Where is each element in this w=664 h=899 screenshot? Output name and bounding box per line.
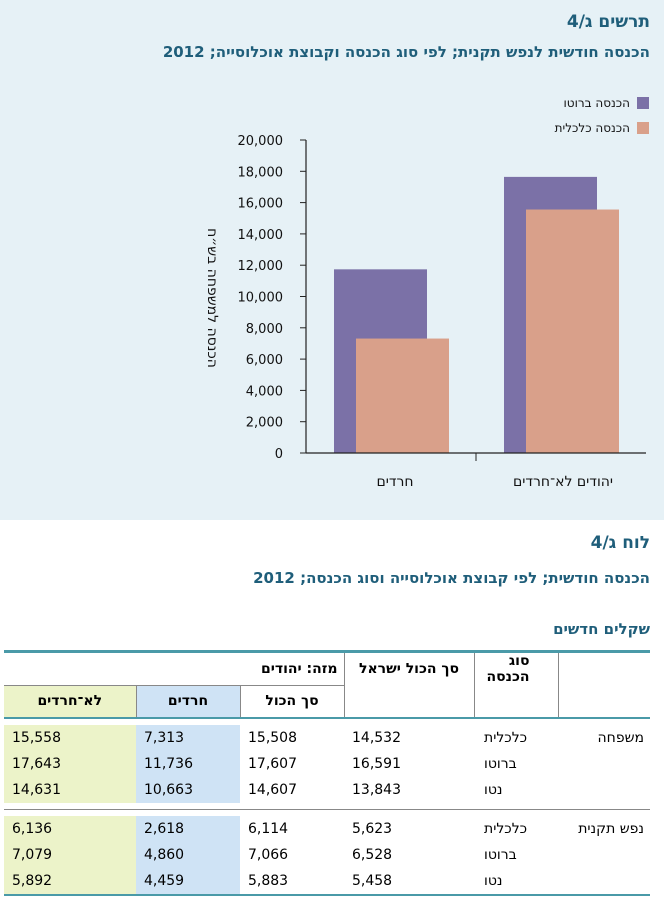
y-axis-label: הכנסה למשפחה בש״ח [204,228,220,368]
row-type: ברוטו [484,756,517,772]
y-tick-label: 12,000 [238,259,284,274]
group-name: משפחה [597,730,644,746]
table-row: נטו 5,458 5,883 4,459 5,892 [4,868,650,895]
table-section: לוח ג/4 הכנסה חודשית; לפי קבוצת אוכלוסיי… [0,520,664,899]
cell-non-haredim: 6,136 [4,816,136,842]
cell-israel: 14,532 [352,730,401,746]
header-non-haredim: לא־חרדים [4,684,136,718]
header-of-which-jews: מזה: יהודים [261,660,338,677]
table-number: לוח ג/4 [590,533,650,553]
cell-israel: 16,591 [352,756,401,772]
table-row: ברוטו 6,528 7,066 4,860 7,079 [4,842,650,868]
row-type: ברוטו [484,847,517,863]
legend-label-brutto: הכנסה ברוטו [564,96,630,110]
figure-number: תרשים ג/4 [566,12,650,32]
cell-total: 15,508 [248,730,297,746]
figure-subtitle: הכנסה חודשית לנפש תקנית; לפי סוג הכנסה ו… [162,43,650,61]
header-total: סך הכול [239,684,344,718]
cell-non-haredim: 17,643 [4,751,136,777]
cell-non-haredim: 14,631 [4,777,136,803]
cell-total: 6,114 [248,821,289,837]
cell-total: 17,607 [248,756,297,772]
row-type: כלכלית [484,730,528,746]
y-tick-label: 16,000 [238,197,284,212]
y-tick-label: 8,000 [246,322,283,337]
bar-chart: 20,000 18,000 16,000 14,000 12,000 10,000 8,00… [204,96,649,490]
category-label-haredim: חרדים [376,474,413,490]
cell-haredim: 7,313 [136,725,240,751]
cell-non-haredim: 7,079 [4,842,136,868]
chart-panel: תרשים ג/4 הכנסה חודשית לנפש תקנית; לפי ס… [0,0,664,520]
group-name: נפש תקנית [578,821,644,837]
legend-swatch-economic [637,122,649,134]
cell-non-haredim: 5,892 [4,868,136,895]
y-tick-label: 20,000 [238,134,284,149]
cell-israel: 5,458 [352,873,393,889]
y-axis: 20,000 18,000 16,000 14,000 12,000 10,000 8,00… [238,134,306,462]
cell-total: 5,883 [248,873,289,889]
cell-haredim: 4,459 [136,868,240,895]
row-type: נטו [484,873,503,889]
header-total-israel: סך הכול ישראל [343,651,474,685]
table-row: ברוטו 16,591 17,607 11,736 17,643 [4,751,650,777]
legend-swatch-brutto [637,97,649,109]
table-row: נפש תקנית כלכלית 5,623 6,114 2,618 6,136 [4,816,650,842]
row-type: כלכלית [484,821,528,837]
cell-israel: 6,528 [352,847,393,863]
cell-haredim: 10,663 [136,777,240,803]
cell-haredim: 4,860 [136,842,240,868]
row-type: נטו [484,782,503,798]
y-tick-label: 2,000 [246,416,283,431]
table-row: משפחה כלכלית 14,532 15,508 7,313 15,558 [4,725,650,751]
table-subtitle: הכנסה חודשית; לפי קבוצת אוכלוסייה וסוג ה… [253,569,650,587]
bar-economic [526,209,619,453]
y-tick-label: 0 [275,447,283,462]
cell-total: 7,066 [248,847,289,863]
y-tick-label: 6,000 [246,353,283,368]
header-haredim: חרדים [135,684,240,718]
units-label: שקלים חדשים [553,620,650,638]
income-table: סוג הכנסה סך הכול ישראל מזה: יהודים סך ה… [4,650,650,896]
bar-economic [356,338,449,453]
y-tick-label: 18,000 [238,165,284,180]
bars [334,176,619,453]
y-tick-label: 10,000 [238,291,284,306]
legend: הכנסה ברוטו הכנסה כלכלית [555,96,649,135]
cell-haredim: 2,618 [136,816,240,842]
cell-haredim: 11,736 [136,751,240,777]
cell-israel: 5,623 [352,821,393,837]
cell-total: 14,607 [248,782,297,798]
header-income-type: סוג הכנסה [473,651,558,685]
y-tick-label: 14,000 [238,228,284,243]
cell-non-haredim: 15,558 [4,725,136,751]
cell-israel: 13,843 [352,782,401,798]
y-tick-label: 4,000 [246,384,283,399]
legend-label-economic: הכנסה כלכלית [555,121,630,135]
table-row: נטו 13,843 14,607 10,663 14,631 [4,777,650,803]
category-label-non-haredim: יהודים לא־חרדים [513,474,613,490]
